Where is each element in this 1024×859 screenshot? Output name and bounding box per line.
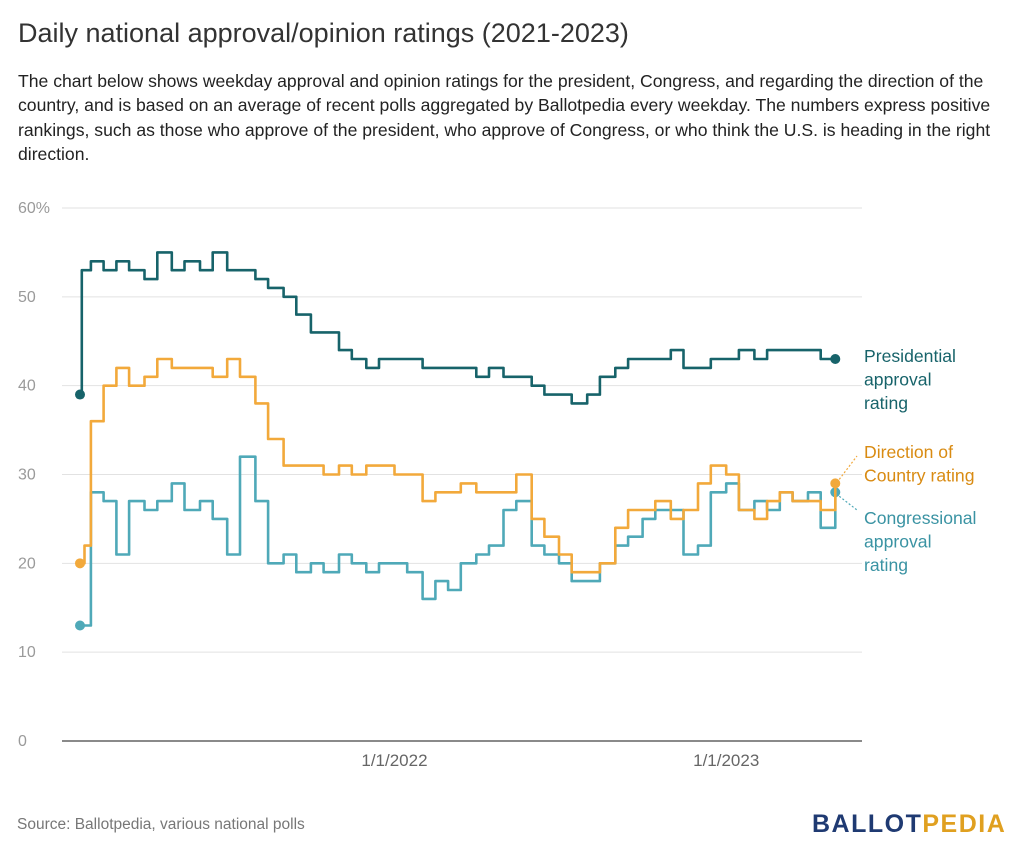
x-axis-ticks: 1/1/2022 1/1/2023: [361, 751, 759, 770]
presidential-series-line: [80, 251, 836, 405]
logo-text-pedia: PEDIA: [922, 810, 1007, 838]
chart-description: The chart below shows weekday approval a…: [18, 71, 991, 164]
presidential-series-label: Presidential approval rating: [864, 346, 956, 413]
congress-series-label: Congressional approval rating: [864, 508, 976, 575]
presidential-start-point: [75, 389, 85, 400]
presidential-end-point: [830, 354, 841, 365]
x-tick-label: 1/1/2022: [361, 751, 427, 770]
y-tick-label: 20: [18, 555, 36, 572]
series-labels: Presidential approval rating Direction of Co…: [838, 346, 976, 575]
congress-start-point: [75, 620, 85, 631]
logo-text-ballot: BALLOT: [812, 810, 923, 838]
series-lines: [75, 251, 841, 631]
direction-start-point: [75, 558, 85, 569]
y-tick-label: 50: [18, 289, 36, 306]
line-chart: 0 10 20 30 40 50 60% 1/1/2022 1/1/2023 Presiden…: [18, 200, 976, 770]
y-tick-label: 0: [18, 733, 27, 750]
congress-label-leader: [838, 495, 858, 511]
direction-series-line: [80, 357, 837, 574]
y-tick-label: 40: [18, 378, 36, 395]
ballotpedia-logo[interactable]: BALLOTPEDIA: [812, 810, 1006, 839]
y-tick-label: 30: [18, 467, 36, 484]
x-tick-label: 1/1/2023: [693, 751, 759, 770]
gridlines: [62, 207, 862, 742]
direction-label-leader: [838, 455, 858, 480]
page-title: Daily national approval/opinion ratings …: [18, 18, 629, 48]
source-note: Source: Ballotpedia, various national po…: [17, 816, 305, 833]
y-axis-ticks: 0 10 20 30 40 50 60%: [18, 200, 50, 750]
direction-series-label: Direction of Country rating: [864, 442, 975, 486]
y-tick-label: 60%: [18, 200, 50, 217]
congress-series-line: [80, 455, 837, 627]
y-tick-label: 10: [18, 644, 36, 661]
direction-end-point: [830, 478, 841, 489]
